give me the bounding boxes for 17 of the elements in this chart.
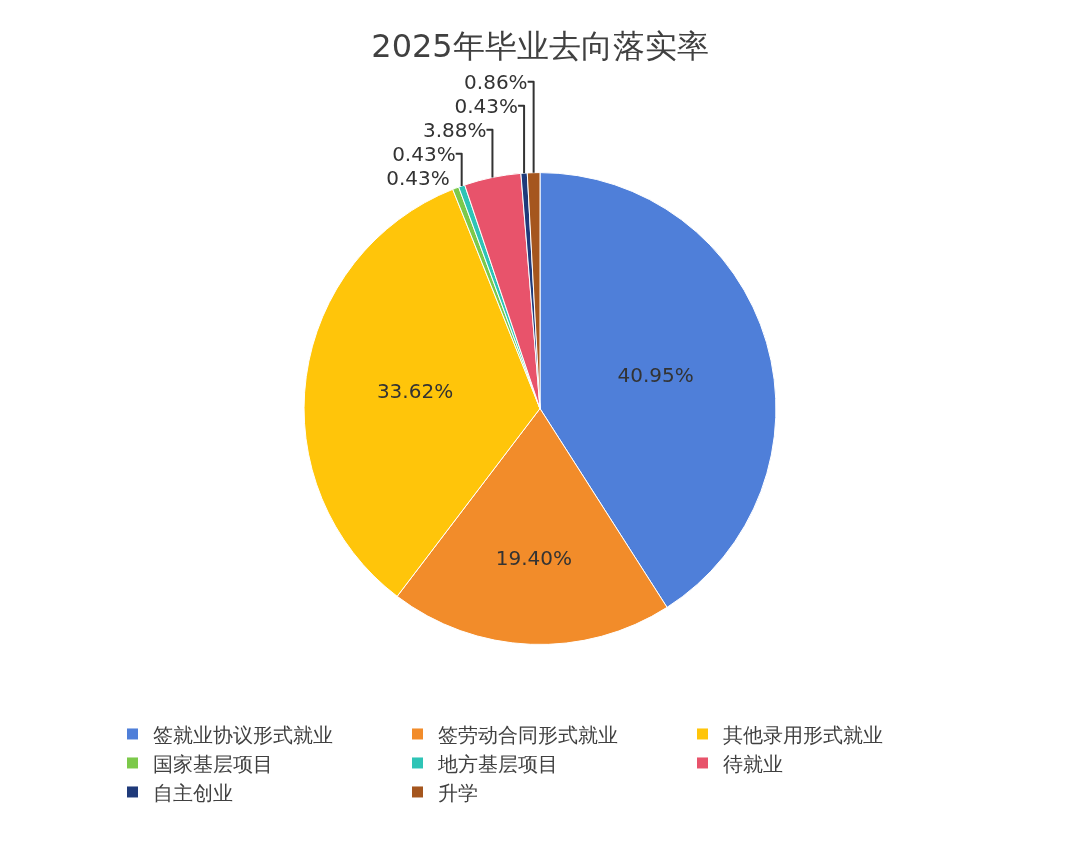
legend-label: 其他录用形式就业 <box>722 722 883 747</box>
data-label: 0.43% <box>454 93 519 118</box>
legend-label: 自主创业 <box>152 780 233 805</box>
legend-label: 签劳动合同形式就业 <box>437 722 618 747</box>
data-label: 0.86% <box>464 69 528 94</box>
data-label: 40.95% <box>617 362 694 387</box>
legend-label: 国家基层项目 <box>152 751 273 776</box>
data-label: 19.40% <box>495 546 573 571</box>
chart-title: 2025年毕业去向落实率 <box>371 27 709 66</box>
data-label: 33.62% <box>376 379 454 404</box>
data-label: 0.43% <box>392 141 456 166</box>
legend-label: 升学 <box>437 780 478 805</box>
data-label: 3.88% <box>422 117 487 142</box>
legend-label: 地方基层项目 <box>436 751 558 776</box>
legend-label: 签就业协议形式就业 <box>152 722 333 747</box>
data-label: 0.43% <box>386 165 450 190</box>
legend-label: 待就业 <box>722 751 783 776</box>
